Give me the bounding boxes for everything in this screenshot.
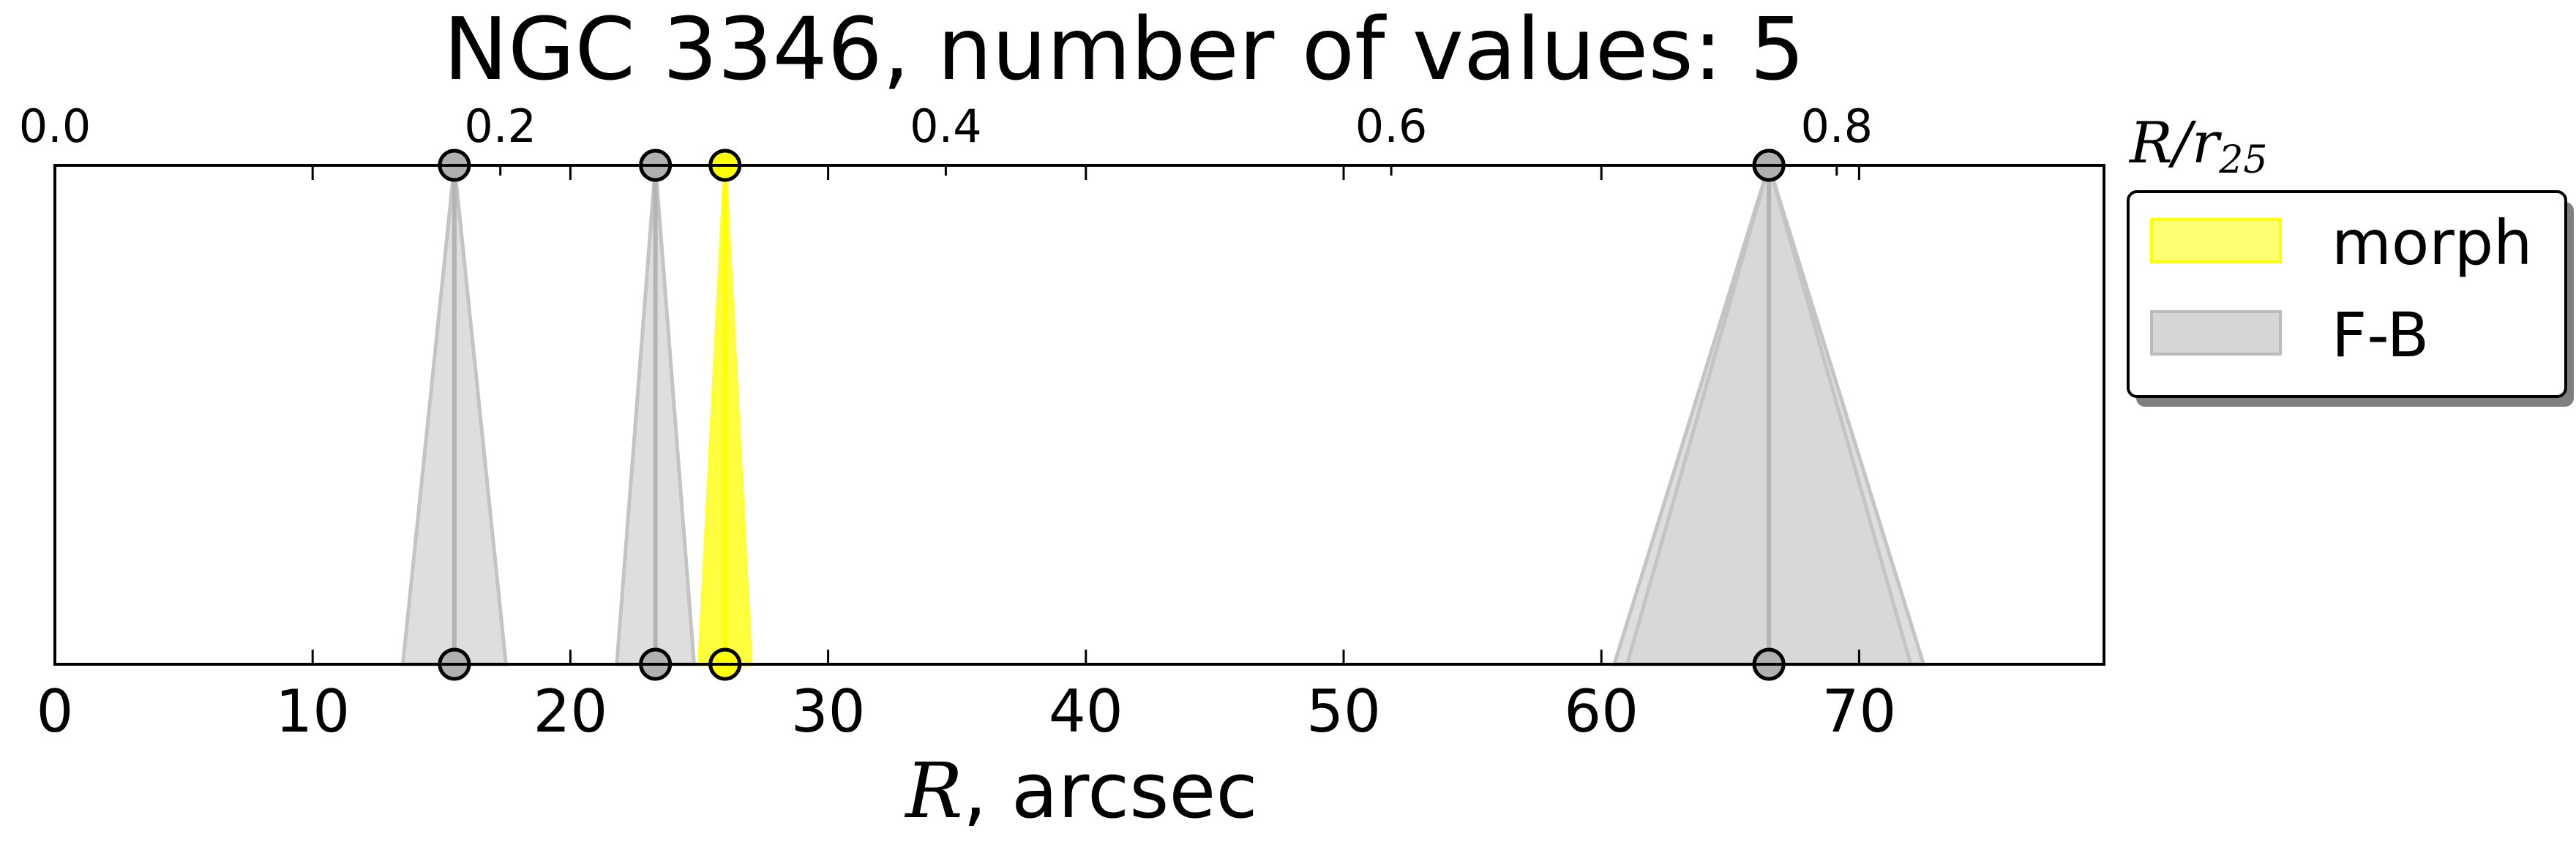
x-tick-label: 0 [37,677,74,745]
x-tick-label: 10 [275,677,350,745]
x-tick-label: 20 [533,677,608,745]
top-axis-label-main: R/r [2128,110,2223,176]
x2-tick-label: 0.2 [464,99,536,153]
x2-tick-label: 0.8 [1800,99,1873,153]
series-layer [400,149,1926,681]
legend-swatch-fb [2150,310,2282,356]
x-tick-label: 30 [791,677,866,745]
legend-swatch-morph [2150,218,2282,263]
chart-title: NGC 3346, number of values: 5 [443,0,1805,99]
x-tick-label: 70 [1822,677,1897,745]
legend-label-fb: F-B [2332,299,2429,371]
top-axis-label: R/r25 [2128,110,2267,182]
plot-frame [53,164,2105,666]
x-axis-label-variable: R [904,746,962,835]
x-tick-label: 40 [1049,677,1123,745]
x-tick-label: 60 [1564,677,1639,745]
x2-tick-label: 0.0 [19,99,91,153]
x2-tick-label: 0.6 [1355,99,1428,153]
x-axis-label-unit: , arcsec [963,746,1258,835]
legend: morph F-B [2127,190,2574,407]
top-axis: 0.0 0.2 0.4 0.6 0.8 [19,99,1873,176]
x-tick-label: 50 [1306,677,1381,745]
x2-tick-label: 0.4 [910,99,982,153]
bottom-axis: 0 10 20 30 40 50 60 70 [37,165,1897,745]
x-axis-label: R, arcsec [904,746,1257,835]
top-axis-label-sub: 25 [2218,138,2267,182]
legend-label-morph: morph [2332,207,2532,279]
